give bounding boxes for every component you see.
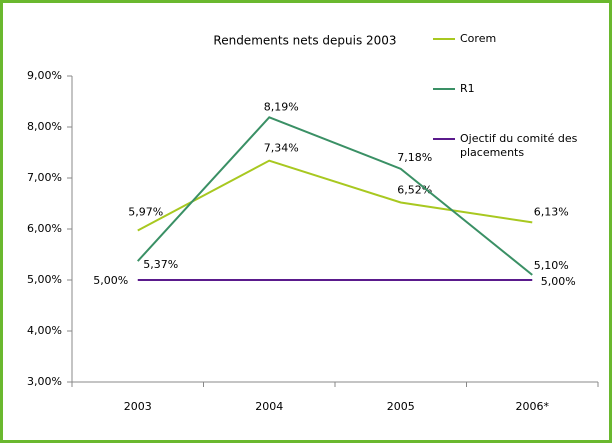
chart-title: Rendements nets depuis 2003 <box>213 34 396 48</box>
data-label: 7,18% <box>397 151 432 164</box>
legend-item: Corem <box>433 32 583 46</box>
y-tick-label: 4,00% <box>27 324 62 337</box>
legend-label: Ojectif du comité des placements <box>460 132 578 159</box>
x-tick-label: 2003 <box>124 400 152 413</box>
x-tick-label: 2004 <box>255 400 283 413</box>
data-label: 5,10% <box>534 259 569 272</box>
legend-item: Ojectif du comité des placements <box>433 132 583 160</box>
data-label: 8,19% <box>264 100 299 113</box>
legend-item: R1 <box>433 82 583 96</box>
x-tick-label: 2005 <box>387 400 415 413</box>
data-label: 5,00% <box>93 274 128 287</box>
legend-swatch <box>433 38 455 40</box>
data-label: 6,13% <box>534 205 569 218</box>
legend-swatch <box>433 138 455 140</box>
data-label: 7,34% <box>264 142 299 155</box>
y-tick-label: 7,00% <box>27 171 62 184</box>
legend: Corem R1 Ojectif du comité des placements <box>433 32 583 160</box>
legend-label: Corem <box>460 32 497 45</box>
data-label: 5,97% <box>128 206 163 219</box>
series-line <box>137 116 533 276</box>
x-tick-label: 2006* <box>516 400 550 413</box>
y-tick-label: 6,00% <box>27 222 62 235</box>
data-label: 5,37% <box>143 258 178 271</box>
y-tick-label: 8,00% <box>27 120 62 133</box>
legend-label: R1 <box>460 82 475 95</box>
legend-swatch <box>433 88 455 90</box>
series-line <box>137 159 533 232</box>
y-tick-label: 3,00% <box>27 375 62 388</box>
y-tick-label: 9,00% <box>27 69 62 82</box>
y-tick-label: 5,00% <box>27 273 62 286</box>
data-label: 5,00% <box>541 275 576 288</box>
